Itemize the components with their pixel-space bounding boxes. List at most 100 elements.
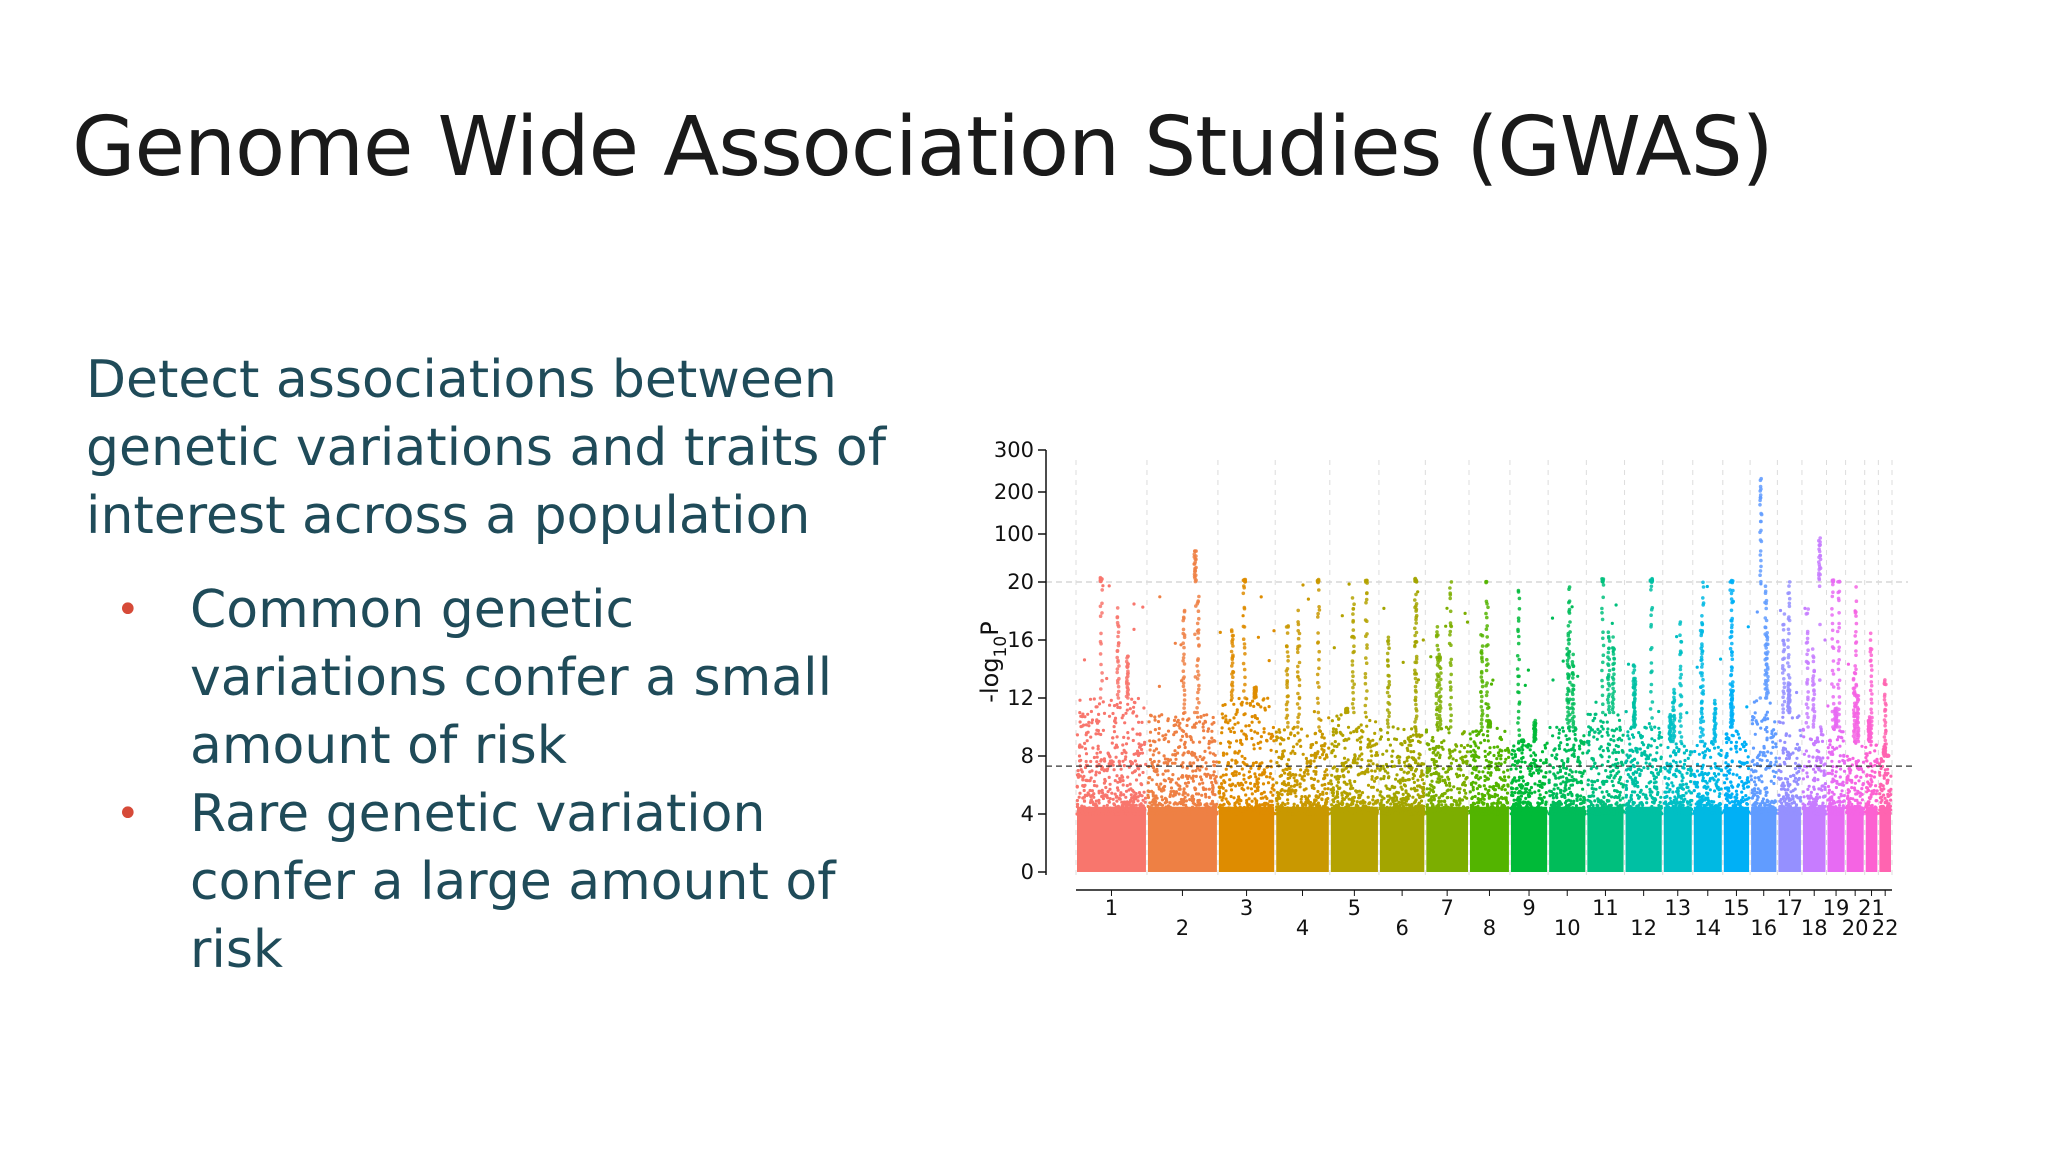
data-point (1393, 785, 1397, 789)
data-point (1405, 759, 1409, 763)
data-point (1313, 731, 1318, 735)
data-point (1343, 746, 1347, 750)
data-point (1390, 760, 1394, 764)
data-point (1351, 674, 1355, 678)
data-point (1449, 788, 1453, 792)
data-point (1275, 761, 1279, 765)
data-point (1351, 607, 1356, 611)
data-point (1169, 790, 1173, 794)
data-point (1137, 720, 1141, 724)
data-point (1369, 785, 1374, 789)
data-point (1515, 786, 1519, 790)
data-point (1533, 718, 1538, 723)
data-point (1297, 712, 1301, 717)
data-point (1196, 673, 1201, 677)
data-point (1557, 736, 1561, 740)
data-point (1275, 735, 1279, 739)
data-point (1278, 796, 1282, 800)
data-point (1386, 659, 1390, 663)
data-point (1097, 809, 1102, 813)
data-point (1128, 806, 1133, 810)
data-point (1297, 706, 1302, 710)
data-point (1486, 729, 1490, 733)
data-point (1078, 711, 1082, 715)
data-point (1173, 761, 1177, 765)
data-point (1265, 811, 1269, 815)
data-point (1429, 801, 1433, 805)
data-point (1428, 811, 1432, 815)
data-point (1286, 792, 1290, 796)
data-point (1618, 812, 1622, 816)
data-point (1084, 723, 1088, 727)
data-point (1525, 782, 1529, 787)
data-point (1470, 796, 1474, 801)
data-point (1263, 803, 1267, 807)
data-point (1153, 715, 1157, 719)
data-point (1209, 802, 1213, 806)
data-point (1504, 757, 1508, 761)
data-point (1417, 784, 1421, 788)
data-point (1476, 746, 1481, 750)
data-point (1337, 742, 1341, 746)
data-point (1386, 700, 1390, 705)
data-point (1593, 730, 1597, 734)
data-point (1659, 743, 1663, 747)
data-point (1299, 768, 1303, 772)
data-point (1479, 650, 1483, 655)
data-point (1486, 739, 1490, 743)
data-point (1160, 795, 1164, 799)
data-point (1191, 801, 1195, 805)
bullet-dot-icon: • (116, 791, 140, 837)
data-point (1298, 773, 1302, 777)
data-point (1148, 757, 1153, 762)
data-point (1241, 783, 1245, 787)
data-point (1218, 786, 1222, 790)
data-point (1257, 767, 1261, 771)
data-point (1154, 747, 1159, 751)
data-point (1317, 649, 1321, 654)
data-point (1438, 756, 1442, 760)
data-point (1210, 736, 1214, 740)
data-point (1456, 787, 1460, 791)
data-point (1366, 759, 1370, 763)
data-point (1350, 663, 1355, 667)
data-point (1543, 743, 1547, 747)
data-point (1607, 755, 1611, 759)
data-point (1228, 745, 1232, 749)
data-point (1298, 782, 1302, 786)
data-point (1279, 789, 1283, 793)
data-point (1570, 660, 1575, 664)
data-point (1413, 695, 1418, 700)
data-point (1342, 797, 1346, 801)
data-point (1311, 811, 1315, 815)
data-point (1440, 775, 1444, 779)
data-point (1125, 685, 1130, 689)
data-point (1286, 659, 1290, 663)
data-point (1588, 726, 1593, 730)
data-point (1254, 685, 1258, 689)
data-point (1621, 785, 1625, 789)
data-point (1628, 742, 1632, 746)
data-point (1385, 651, 1390, 656)
data-point (1485, 776, 1489, 780)
data-point (1250, 720, 1254, 724)
data-point (1587, 743, 1591, 747)
data-point (1185, 784, 1189, 788)
data-point (1474, 744, 1478, 748)
data-point (1412, 774, 1416, 778)
data-point (1076, 809, 1080, 813)
data-point (1438, 753, 1442, 757)
data-point (1414, 630, 1419, 635)
data-point (1194, 565, 1198, 570)
data-point (1539, 806, 1543, 810)
data-point (1577, 760, 1582, 764)
data-point (1316, 789, 1320, 794)
data-point (1614, 750, 1618, 754)
bullet-text: Rare genetic variation confer a large am… (190, 784, 836, 980)
data-point (1406, 736, 1410, 740)
data-point (1388, 743, 1392, 747)
data-point (1280, 757, 1284, 761)
data-point (1606, 799, 1610, 803)
data-point (1485, 602, 1489, 606)
data-point (1621, 796, 1625, 800)
